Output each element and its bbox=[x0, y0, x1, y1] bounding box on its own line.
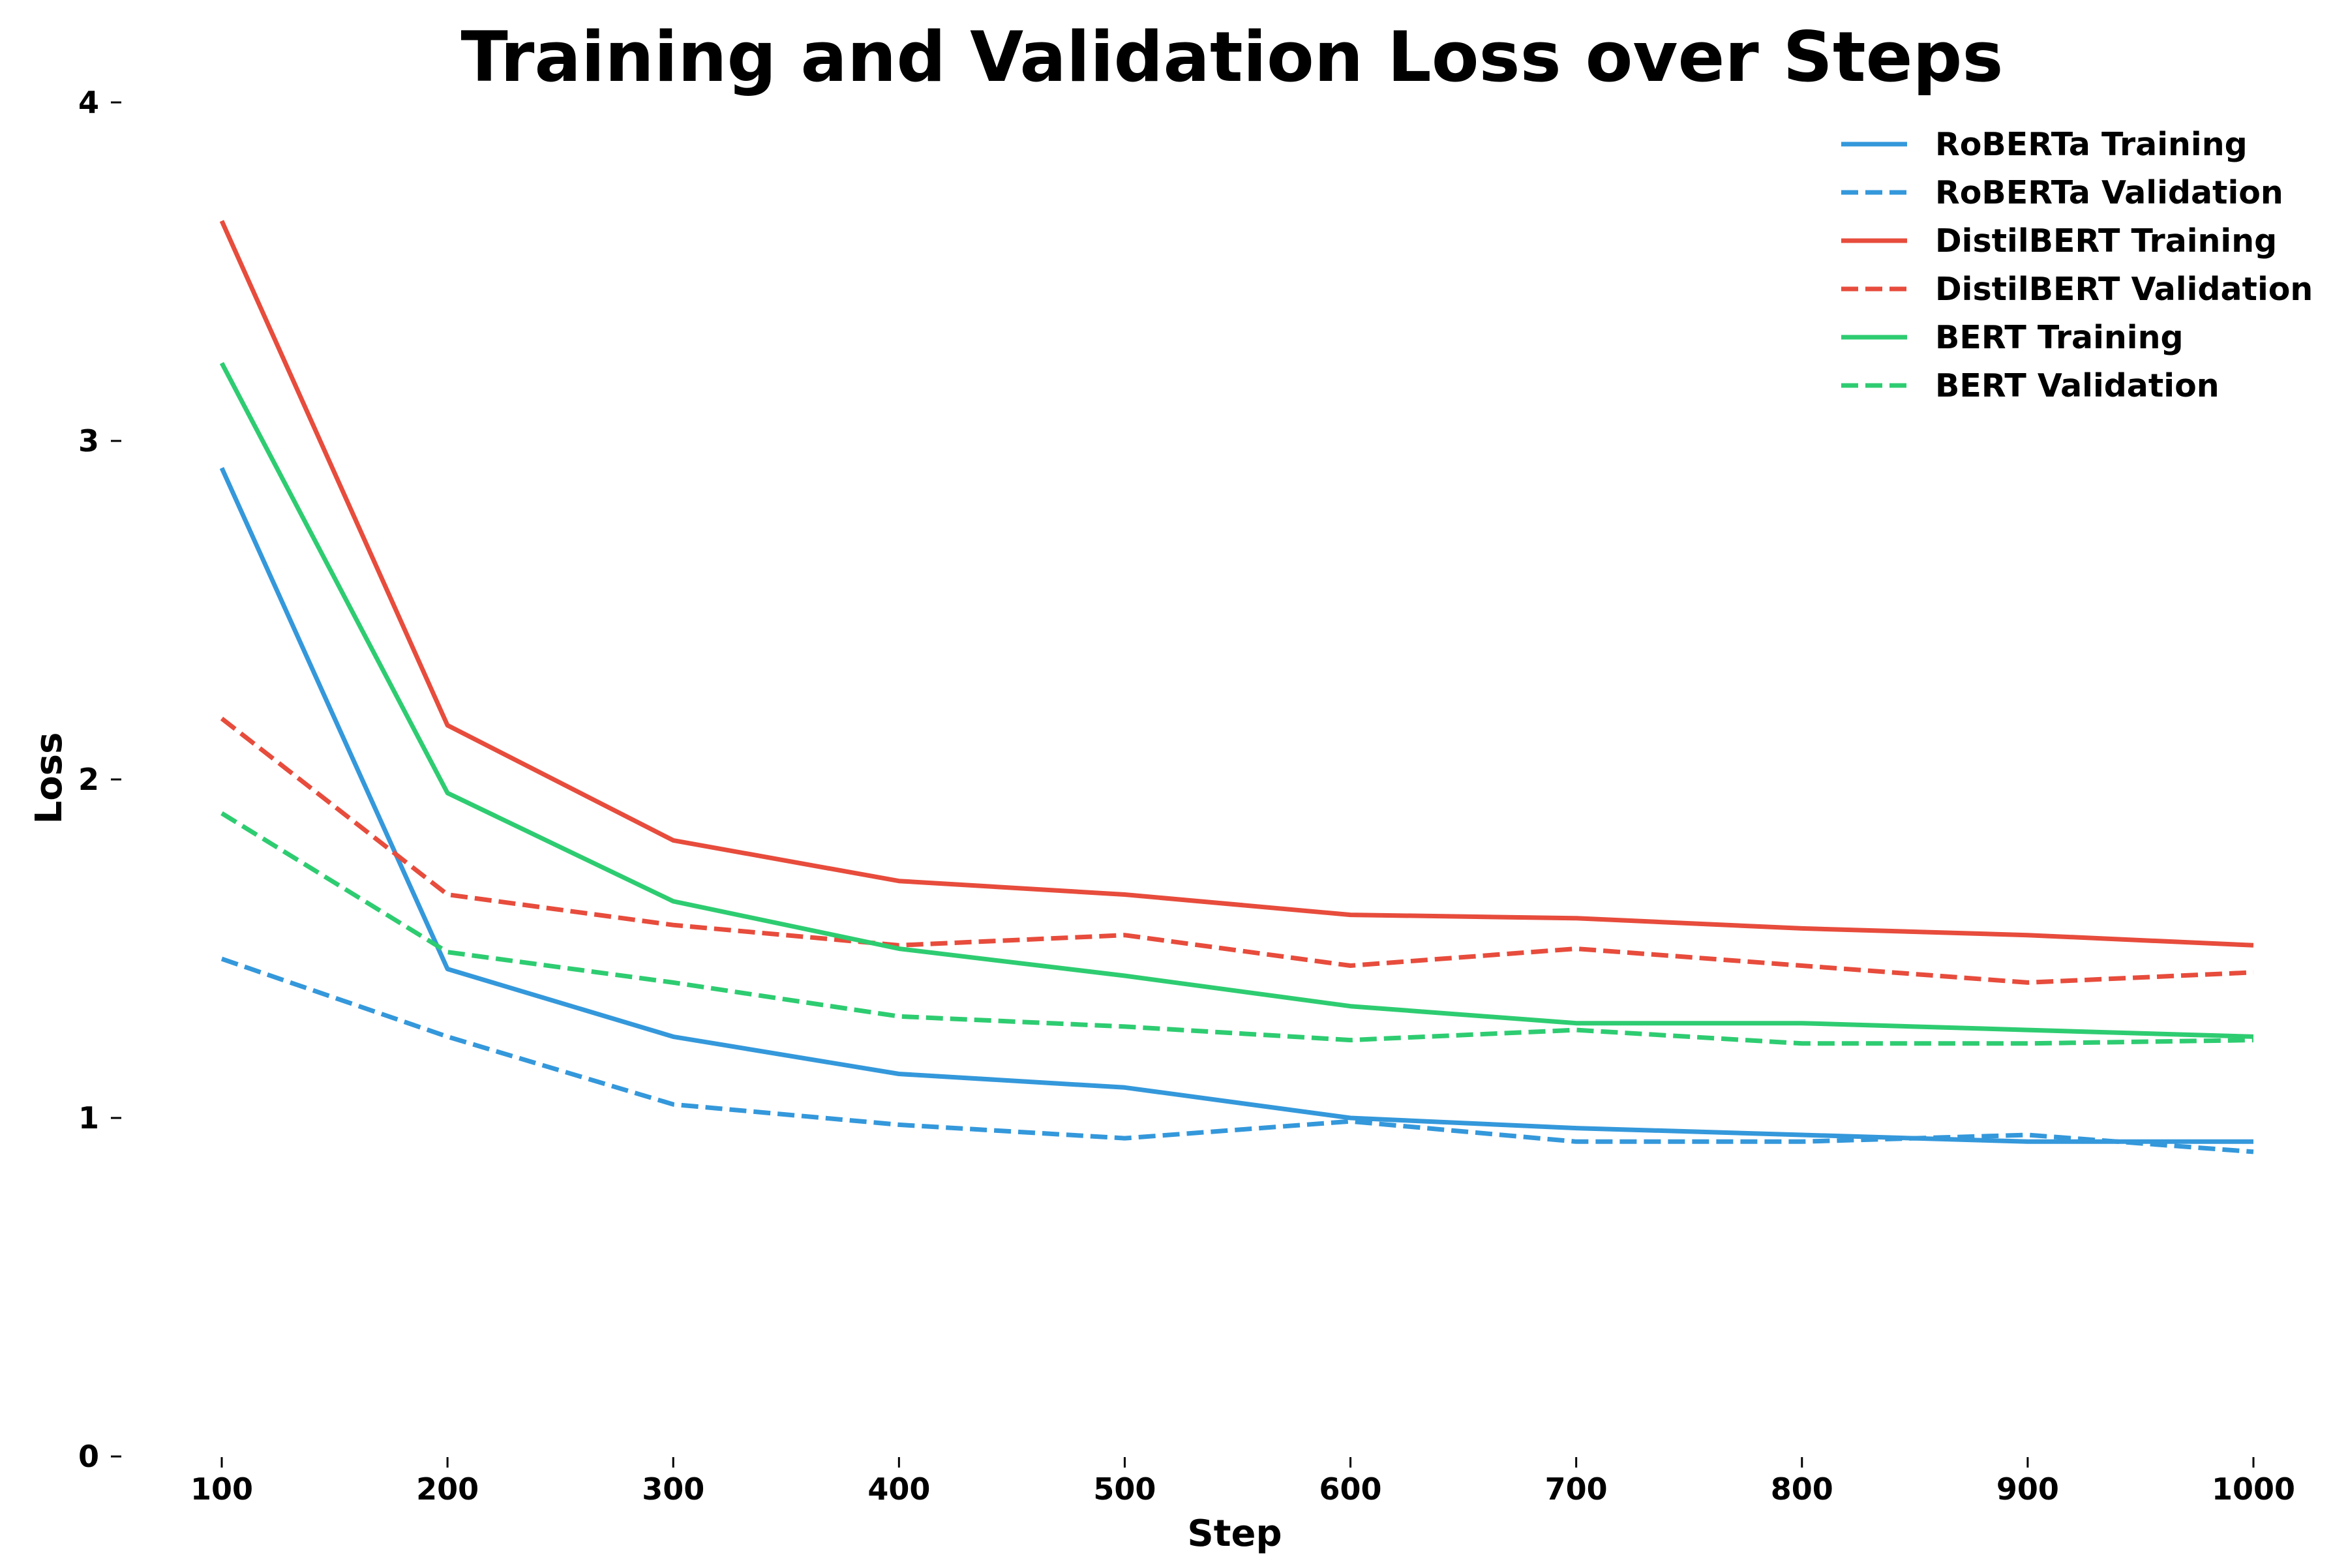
series-line-distilbert-validation bbox=[220, 716, 2254, 985]
series-line-roberta-validation bbox=[220, 956, 2254, 1154]
x-tick-label: 1000 bbox=[2212, 1471, 2295, 1507]
x-tick-label: 300 bbox=[642, 1471, 704, 1507]
x-tick-label: 900 bbox=[1996, 1471, 2059, 1507]
y-tick-label: 1 bbox=[78, 1100, 99, 1136]
x-axis-ticks: 100 200 300 400 500 600 700 800 900 1000 bbox=[190, 1457, 2295, 1507]
y-tick-label: 0 bbox=[78, 1439, 99, 1474]
x-tick-label: 500 bbox=[1093, 1471, 1156, 1507]
series-line-roberta-training bbox=[219, 467, 2253, 1144]
x-tick-label: 200 bbox=[416, 1471, 479, 1507]
legend-label: RoBERTa Validation bbox=[1935, 174, 2283, 211]
y-tick-label: 2 bbox=[78, 762, 99, 797]
y-axis-label: Loss bbox=[28, 732, 70, 824]
series-lines bbox=[219, 220, 2254, 1154]
x-tick-label: 700 bbox=[1545, 1471, 1608, 1507]
legend-label: BERT Training bbox=[1935, 319, 2184, 356]
y-tick-label: 4 bbox=[78, 85, 99, 120]
y-tick-label: 3 bbox=[78, 423, 99, 459]
x-tick-label: 600 bbox=[1319, 1471, 1382, 1507]
x-tick-label: 800 bbox=[1771, 1471, 1833, 1507]
chart-title: Training and Validation Loss over Steps bbox=[461, 17, 2004, 97]
legend-label: RoBERTa Training bbox=[1935, 126, 2248, 163]
legend-label: DistilBERT Training bbox=[1935, 222, 2277, 260]
x-tick-label: 400 bbox=[867, 1471, 930, 1507]
y-axis-ticks: 0 1 2 3 4 bbox=[78, 85, 121, 1474]
legend-label: BERT Validation bbox=[1935, 367, 2220, 404]
series-line-bert-training bbox=[219, 361, 2254, 1039]
series-line-bert-validation bbox=[220, 811, 2254, 1046]
legend-label: DistilBERT Validation bbox=[1935, 271, 2313, 308]
series-line-distilbert-training bbox=[219, 220, 2254, 948]
x-axis-label: Step bbox=[1187, 1513, 1282, 1555]
x-tick-label: 100 bbox=[190, 1471, 253, 1507]
legend: RoBERTa Training RoBERTa Validation Distil… bbox=[1841, 126, 2313, 404]
